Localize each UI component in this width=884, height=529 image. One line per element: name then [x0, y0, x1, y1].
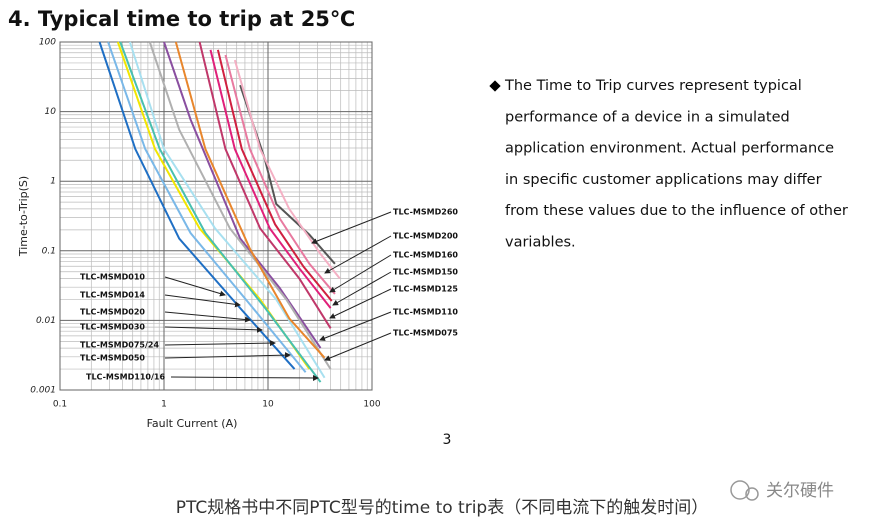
- note-line: variables.: [505, 235, 576, 251]
- label-arrow: [164, 311, 251, 323]
- curve: [119, 41, 322, 383]
- series-label: TLC-MSMD014: [80, 291, 145, 300]
- curve: [107, 41, 307, 373]
- label-arrow: [311, 211, 392, 244]
- curve: [148, 41, 332, 370]
- note-line: from these values due to the influence o…: [505, 203, 848, 219]
- y-tick-label: 0.01: [36, 316, 56, 326]
- y-tick-label: 10: [45, 107, 57, 117]
- label-arrow: [319, 311, 392, 341]
- series-label: TLC-MSMD150: [393, 268, 458, 277]
- series-label: TLC-MSMD160: [393, 251, 458, 260]
- curve: [128, 41, 326, 379]
- title: 4. Typical time to trip at 25℃: [8, 7, 355, 31]
- series-label: TLC-MSMD020: [80, 308, 145, 317]
- y-tick-label: 1: [50, 177, 56, 187]
- chart: 0.1 1 10 100 0.001 0.01 0.1 1 10 100 Fault Current…: [17, 38, 458, 431]
- note-line: performance of a device in a simulated: [505, 109, 790, 125]
- series-label: TLC-MSMD075/24: [80, 341, 159, 350]
- curve: [174, 41, 326, 359]
- series-label: TLC-MSMD110/16: [86, 373, 165, 382]
- curve: [209, 49, 332, 309]
- y-tick-label: 0.001: [30, 386, 56, 396]
- watermark: 关尔硬件: [766, 481, 834, 501]
- label-arrow: [164, 326, 263, 333]
- curve: [198, 41, 332, 329]
- bullet: [489, 80, 501, 92]
- watermark-icon: [745, 487, 759, 501]
- curve: [216, 49, 333, 302]
- plot-area: [59, 41, 373, 391]
- label-arrow: [164, 352, 291, 359]
- x-tick-label: 0.1: [53, 400, 67, 410]
- x-tick-label: 100: [363, 400, 380, 410]
- caption: PTC规格书中不同PTC型号的time to trip表（不同电流下的触发时间）: [176, 498, 708, 518]
- curve: [233, 59, 341, 280]
- label-arrow: [329, 288, 392, 319]
- label-arrow: [324, 332, 392, 361]
- x-axis-label: Fault Current (A): [147, 417, 238, 430]
- curve: [224, 54, 336, 295]
- label-arrow: [329, 254, 392, 293]
- series-label: TLC-MSMD110: [393, 308, 458, 317]
- note-line: in specific customer applications may di…: [505, 172, 822, 188]
- y-tick-label: 100: [39, 38, 56, 48]
- series-label: TLC-MSMD010: [80, 273, 145, 282]
- label-arrow: [332, 271, 392, 306]
- y-axis-label: Time-to-Trip(S): [17, 176, 30, 257]
- series-label: TLC-MSMD030: [80, 323, 145, 332]
- label-arrow: [164, 276, 226, 297]
- note-line: application environment. Actual performa…: [505, 141, 834, 157]
- page-number: 3: [443, 432, 452, 448]
- x-tick-label: 1: [161, 400, 167, 410]
- series-label: TLC-MSMD200: [393, 232, 458, 241]
- series-label: TLC-MSMD125: [393, 285, 458, 294]
- note: The Time to Trip curves represent typica…: [504, 78, 848, 251]
- curve: [163, 41, 322, 349]
- watermark-icon: [730, 480, 750, 500]
- series-label: TLC-MSMD050: [80, 354, 145, 363]
- x-tick-label: 10: [262, 400, 274, 410]
- series-label: TLC-MSMD260: [393, 208, 458, 217]
- label-arrow: [324, 235, 392, 274]
- label-arrow: [164, 294, 241, 308]
- y-tick-label: 0.1: [42, 246, 56, 256]
- label-arrow: [170, 374, 319, 381]
- series-label: TLC-MSMD075: [393, 329, 458, 338]
- label-arrow: [164, 340, 276, 347]
- note-line: The Time to Trip curves represent typica…: [504, 78, 802, 94]
